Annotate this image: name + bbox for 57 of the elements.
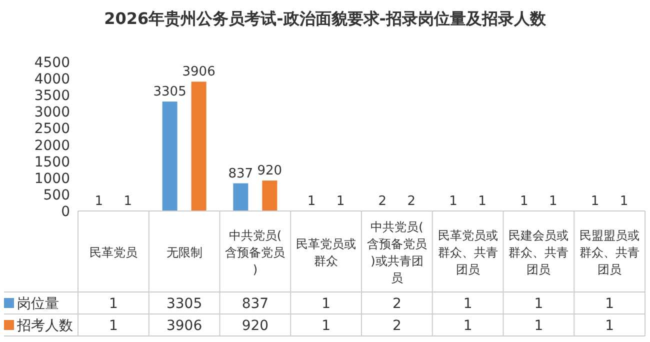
text: 1	[590, 194, 600, 209]
legend-label: 招考人数	[16, 318, 73, 334]
x-tick-label: 无限制	[166, 246, 202, 260]
data-label: 1	[108, 296, 118, 312]
text: 1	[94, 194, 104, 209]
y-tick-label: 0	[61, 204, 70, 220]
data-label: 1	[605, 318, 614, 334]
x-tick-label: 民革党员或群众、共青团员	[438, 228, 498, 276]
x-tick-label: 民革党员	[89, 246, 138, 260]
text: 2	[378, 194, 387, 209]
y-tick-label: 2000	[34, 138, 70, 154]
text: 3305	[153, 84, 186, 100]
chart-title: 2026年贵州公务员考试-政治面貌要求-招录岗位量及招录人数	[104, 9, 547, 28]
y-tick-label: 3000	[34, 104, 70, 121]
x-tick-label: 民盟盟员或群众、共青团员	[580, 228, 640, 276]
text: 1	[549, 194, 558, 209]
bar	[162, 102, 178, 211]
bar	[233, 183, 248, 211]
text: 1	[520, 194, 528, 209]
text: 3906	[182, 64, 216, 80]
y-tick-label: 3500	[34, 88, 70, 104]
text: 1	[307, 194, 316, 209]
bar	[262, 180, 278, 211]
bar	[191, 82, 206, 211]
text: 837	[228, 166, 254, 182]
text: 920	[257, 164, 282, 179]
data-label: 1	[463, 296, 472, 312]
text: 1	[124, 194, 132, 209]
text: 1	[620, 194, 628, 209]
x-tick-label: 中共党员(含预备党员)或共青团员	[366, 220, 427, 285]
y-tick-label: 500	[43, 187, 70, 204]
text: 1	[478, 194, 486, 209]
data-label: 2	[392, 318, 402, 334]
y-tick-label: 4000	[34, 72, 70, 88]
data-label: 1	[605, 296, 614, 312]
y-tick-label: 1000	[34, 170, 70, 187]
data-label: 2	[392, 296, 402, 312]
x-tick-label: 民建会员或群众、共青团员	[508, 228, 569, 276]
text: 1	[336, 194, 345, 209]
data-label: 1	[534, 318, 544, 334]
data-label: 1	[108, 318, 118, 334]
data-label: 3305	[166, 296, 202, 312]
data-label: 920	[242, 318, 269, 334]
text: 1	[449, 194, 458, 209]
data-label: 1	[463, 318, 472, 334]
y-tick-label: 4500	[34, 55, 70, 71]
data-label: 3906	[166, 318, 202, 334]
data-label: 837	[242, 296, 269, 312]
y-tick-label: 1500	[34, 154, 70, 170]
legend-label: 岗位量	[17, 296, 59, 312]
text: 2	[407, 194, 416, 209]
x-tick-label: 民革党员或群众	[296, 237, 356, 268]
data-label: 1	[322, 296, 331, 312]
x-tick-label: 中共党员(含预备党员)	[225, 228, 286, 276]
data-label: 1	[322, 318, 331, 334]
data-label: 1	[534, 296, 544, 312]
y-tick-label: 2500	[34, 121, 70, 138]
